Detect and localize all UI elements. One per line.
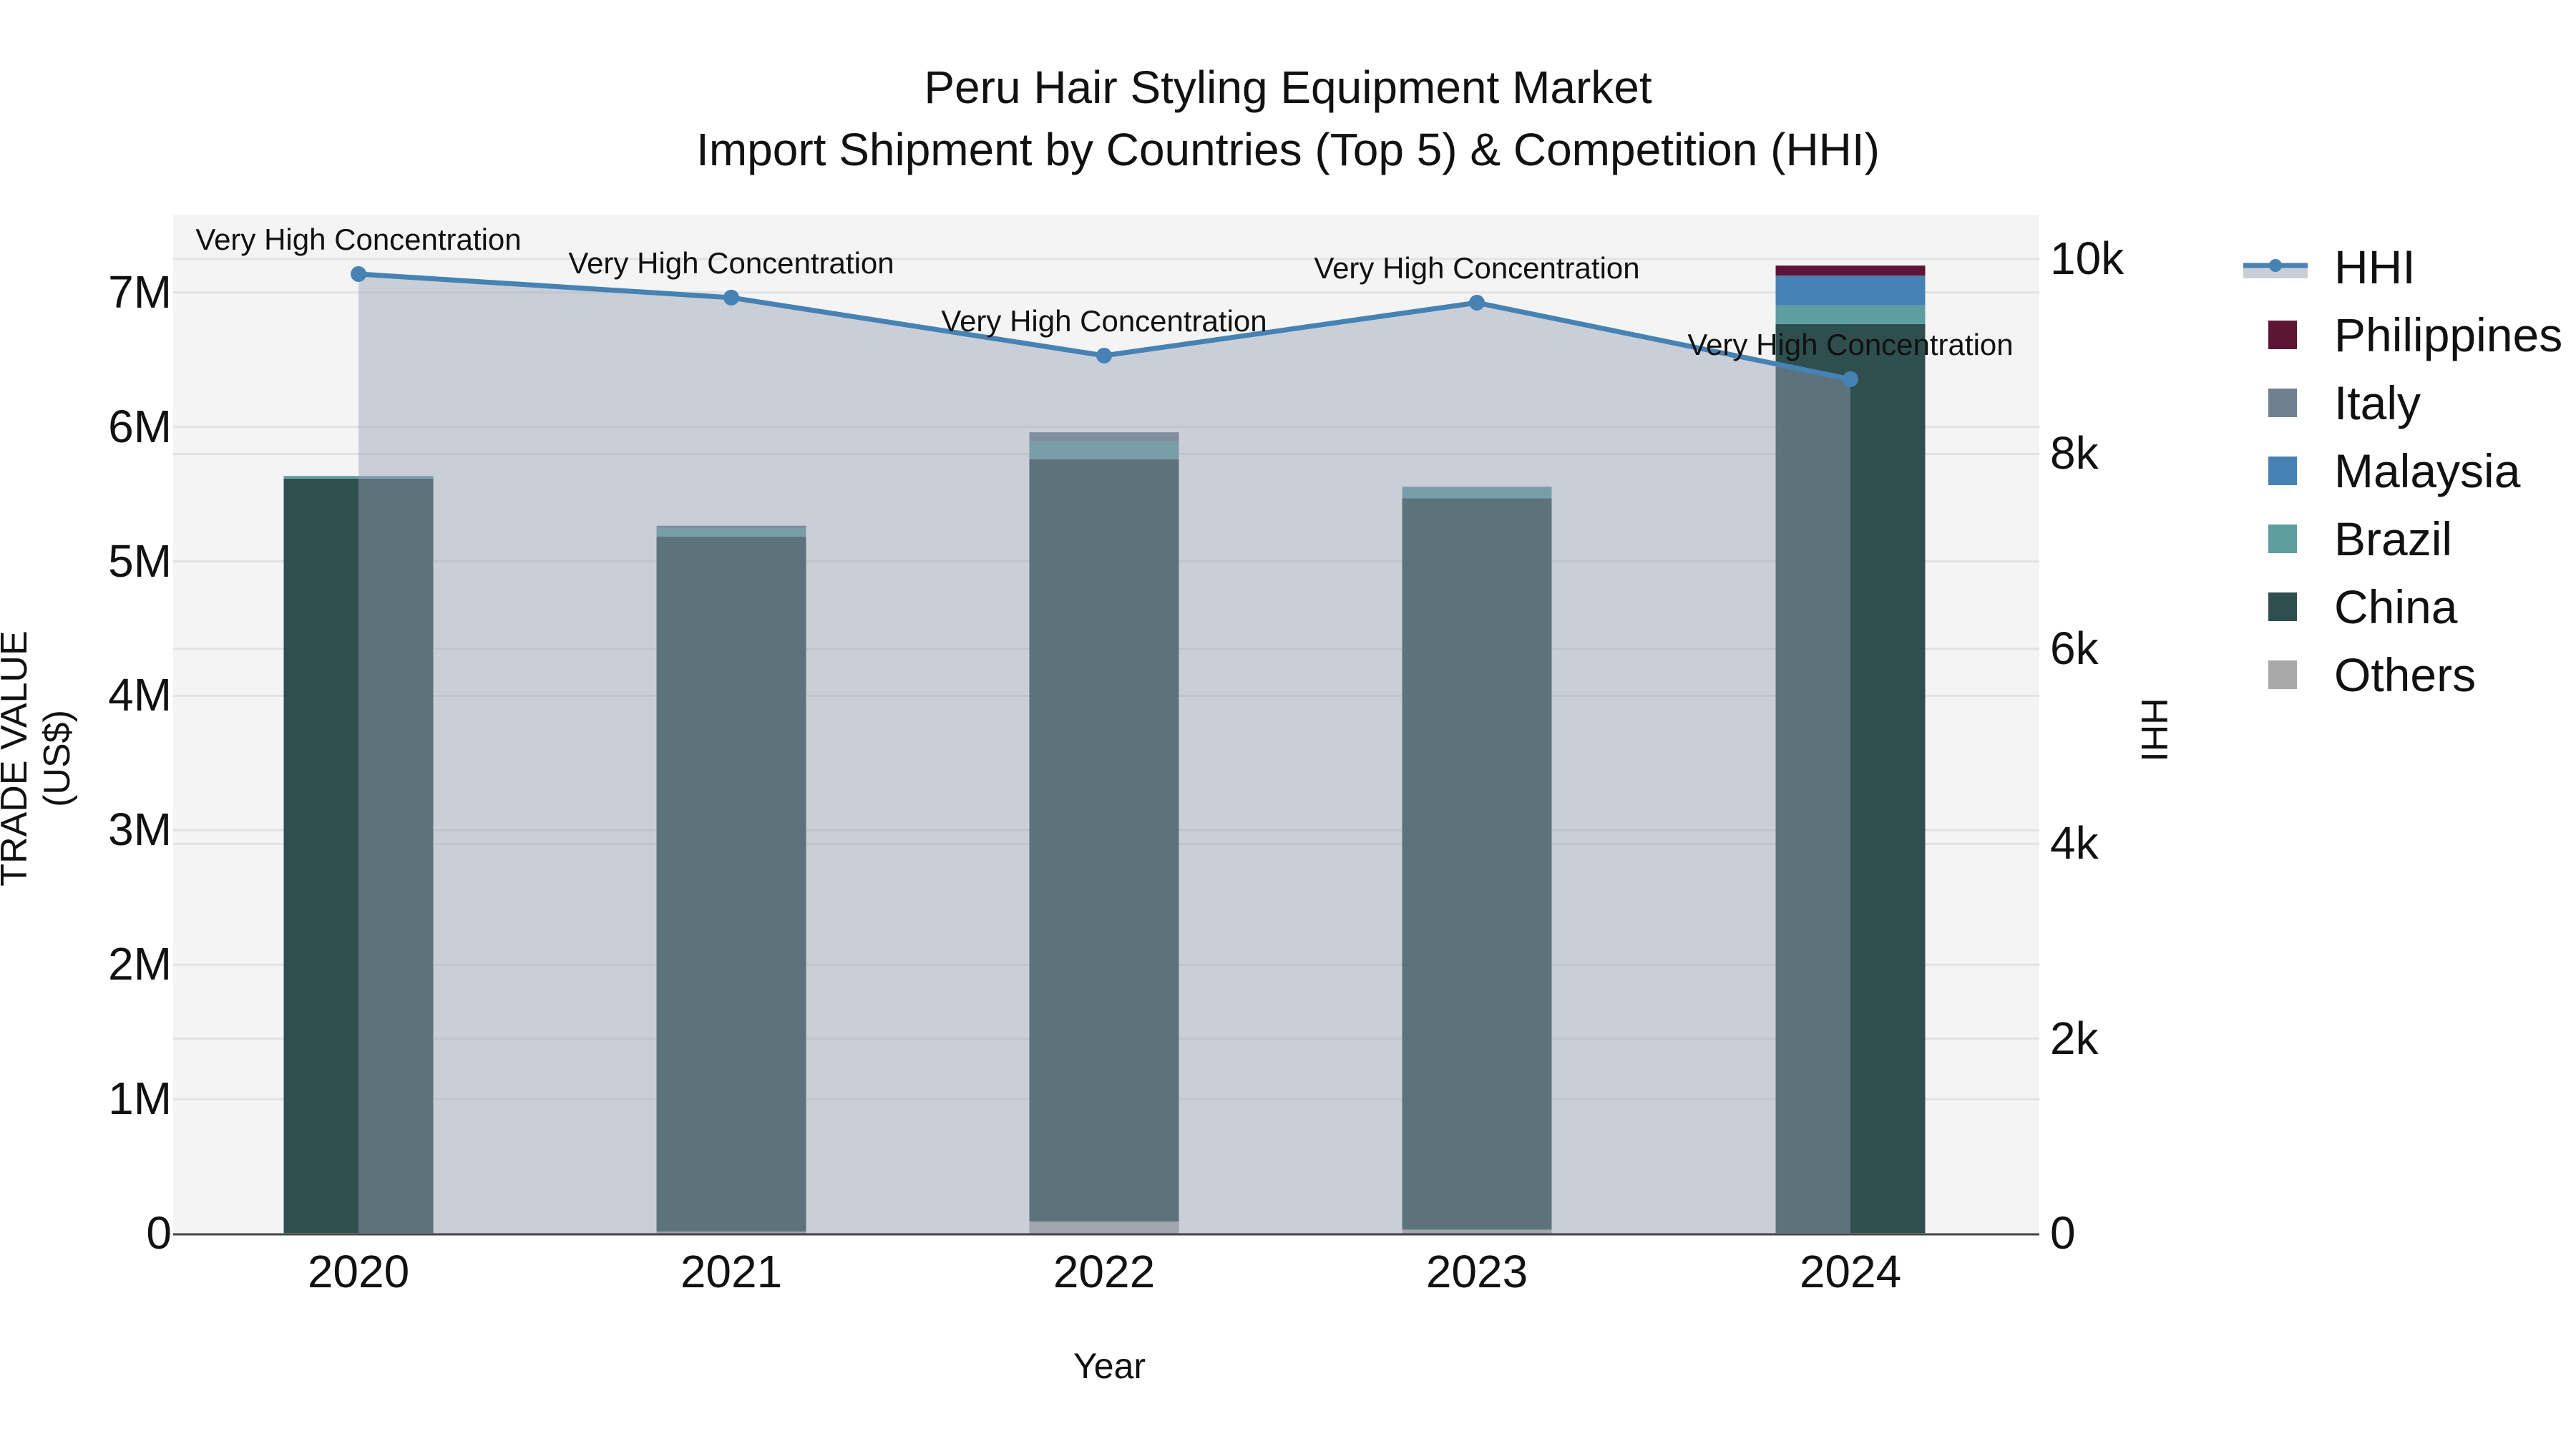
stacked-bars	[283, 265, 1926, 1234]
x-tick-label: 2020	[307, 1246, 410, 1297]
bar-segment-philippines[interactable]	[1775, 265, 1926, 276]
bar-segment-china[interactable]	[1402, 498, 1552, 1230]
legend-label: HHI	[2334, 240, 2416, 293]
legend-item-brazil[interactable]: Brazil	[2243, 504, 2562, 572]
y-left-tick-label: 7M	[108, 265, 172, 318]
legend-item-others[interactable]: Others	[2243, 640, 2562, 708]
hhi-annotation: Very High Concentration	[1687, 327, 2014, 361]
y-right-tick-label: 4k	[2050, 817, 2099, 869]
y-right-tick-label: 2k	[2050, 1012, 2099, 1064]
x-tick-label: 2022	[1053, 1246, 1156, 1297]
y-left-tick-label: 6M	[108, 400, 172, 452]
y-left-tick-label: 4M	[108, 669, 172, 721]
legend-label: Brazil	[2334, 512, 2453, 565]
square-swatch-icon	[2268, 320, 2297, 349]
bar-segment-brazil[interactable]	[656, 528, 806, 537]
hhi-point-marker[interactable]	[1469, 295, 1485, 311]
x-axis-title: Year	[1073, 1346, 1146, 1386]
bar-segment-brazil[interactable]	[1775, 305, 1926, 324]
bar-segment-italy[interactable]	[1029, 432, 1179, 442]
bar-segment-brazil[interactable]	[1029, 441, 1179, 459]
y-left-tick-label: 1M	[108, 1073, 172, 1125]
legend-item-hhi[interactable]: HHI	[2243, 233, 2562, 301]
legend-item-philippines[interactable]: Philippines	[2243, 301, 2562, 369]
legend-item-italy[interactable]: Italy	[2243, 369, 2562, 436]
bar-segment-others[interactable]	[1029, 1221, 1179, 1234]
y-right-tick-label: 10k	[2050, 233, 2124, 284]
bar-segment-others[interactable]	[1402, 1229, 1552, 1234]
square-swatch-icon	[2268, 524, 2297, 553]
square-swatch-icon	[2268, 388, 2297, 417]
y-left-tick-label: 3M	[108, 804, 172, 856]
hhi-point-marker[interactable]	[723, 289, 739, 306]
bar-segment-china[interactable]	[1029, 459, 1179, 1222]
legend-label: Italy	[2334, 376, 2421, 429]
y-axis-left-title: TRADE VALUE (US$)	[0, 630, 78, 887]
legend-label: Others	[2334, 648, 2477, 701]
bar-segment-china[interactable]	[283, 478, 434, 1234]
y-left-tick-label: 2M	[108, 938, 172, 990]
hhi-point-marker[interactable]	[351, 265, 366, 282]
y-right-tick-label: 6k	[2050, 622, 2099, 674]
hhi-point-marker[interactable]	[1843, 371, 1858, 387]
x-tick-label: 2021	[680, 1246, 783, 1297]
square-swatch-icon	[2268, 660, 2297, 689]
chart-title: Peru Hair Styling Equipment Market	[924, 62, 1652, 113]
legend-label: Malaysia	[2334, 444, 2521, 497]
chart-subtitle: Import Shipment by Countries (Top 5) & C…	[696, 124, 1880, 175]
hhi-annotation: Very High Concentration	[568, 245, 894, 280]
bar-segment-brazil[interactable]	[1402, 487, 1552, 499]
hhi-area	[358, 273, 1850, 1234]
y-right-tick-label: 8k	[2050, 427, 2099, 479]
hhi-annotation: Very High Concentration	[195, 222, 522, 256]
y-axis-right-title: HHI	[2133, 698, 2175, 762]
legend-item-china[interactable]: China	[2243, 572, 2562, 640]
legend: HHI Philippines Italy Malaysia Brazil Ch…	[2243, 233, 2562, 708]
line-marker-icon	[2243, 253, 2308, 281]
y-left-tick-label: 5M	[108, 535, 172, 587]
bar-segment-brazil[interactable]	[283, 476, 434, 479]
hhi-annotation: Very High Concentration	[941, 303, 1267, 338]
hhi-line	[351, 265, 1858, 1234]
legend-item-malaysia[interactable]: Malaysia	[2243, 436, 2562, 504]
x-tick-label: 2023	[1425, 1246, 1528, 1297]
hhi-annotation: Very High Concentration	[1314, 251, 1640, 286]
hhi-point-marker[interactable]	[1096, 347, 1112, 364]
bar-segment-malaysia[interactable]	[1775, 275, 1926, 306]
square-swatch-icon	[2268, 456, 2297, 485]
y-right-tick-label: 0	[2050, 1207, 2076, 1259]
x-tick-label: 2024	[1799, 1246, 1902, 1297]
legend-label: Philippines	[2334, 308, 2563, 361]
bar-segment-china[interactable]	[1775, 323, 1926, 1234]
y-left-tick-label: 0	[146, 1207, 172, 1259]
bar-segment-others[interactable]	[656, 1231, 806, 1234]
square-swatch-icon	[2268, 592, 2297, 621]
legend-label: China	[2334, 580, 2458, 633]
bar-segment-china[interactable]	[656, 536, 806, 1232]
bar-segment-italy[interactable]	[656, 525, 806, 529]
